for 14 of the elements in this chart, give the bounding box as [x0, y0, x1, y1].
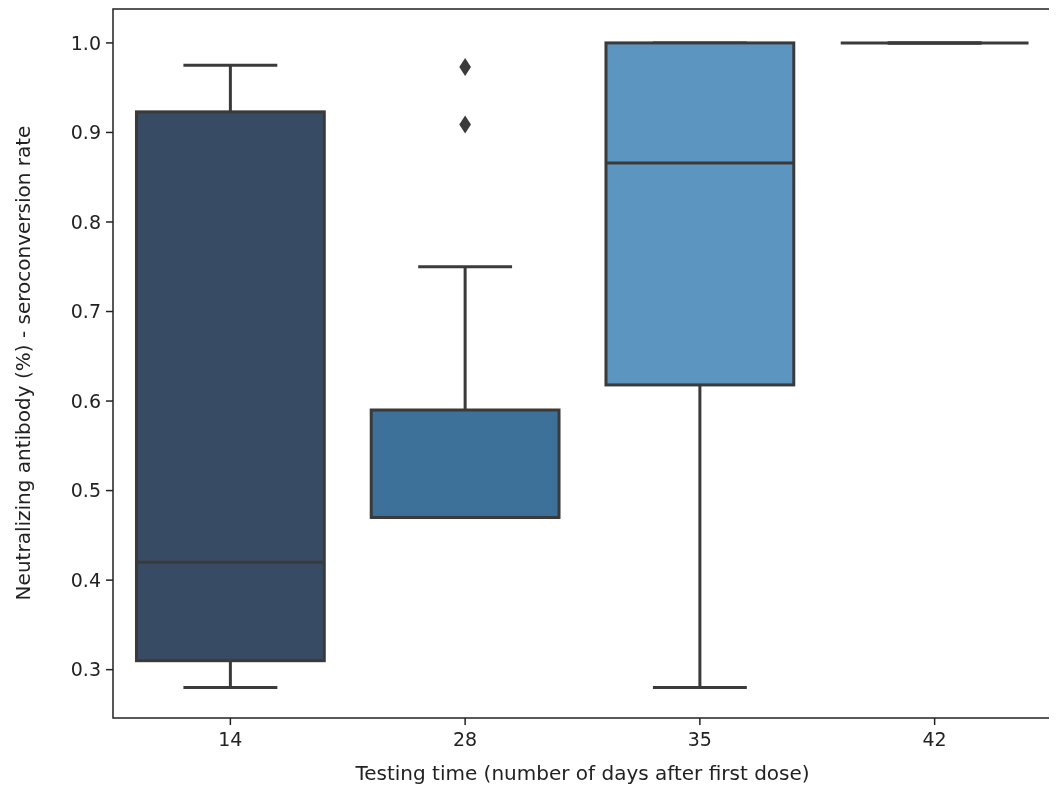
x-axis-title: Testing time (number of days after first dose) — [354, 761, 810, 785]
y-tick-label: 0.8 — [70, 210, 101, 233]
y-tick-label: 0.5 — [70, 479, 101, 502]
x-tick-label: 14 — [218, 728, 243, 750]
y-tick-label: 0.9 — [70, 121, 101, 144]
y-tick-label: 1.0 — [70, 31, 101, 54]
y-tick-label: 0.3 — [70, 658, 101, 681]
x-tick-label: 28 — [453, 728, 478, 750]
y-tick-label: 0.7 — [70, 300, 101, 323]
y-axis-title: Neutralizing antibody (%) - seroconversion rate — [11, 125, 35, 601]
y-tick-label: 0.6 — [70, 389, 101, 412]
x-tick-label: 35 — [687, 728, 712, 750]
y-tick-label: 0.4 — [70, 568, 101, 591]
x-tick-label: 42 — [922, 728, 947, 750]
